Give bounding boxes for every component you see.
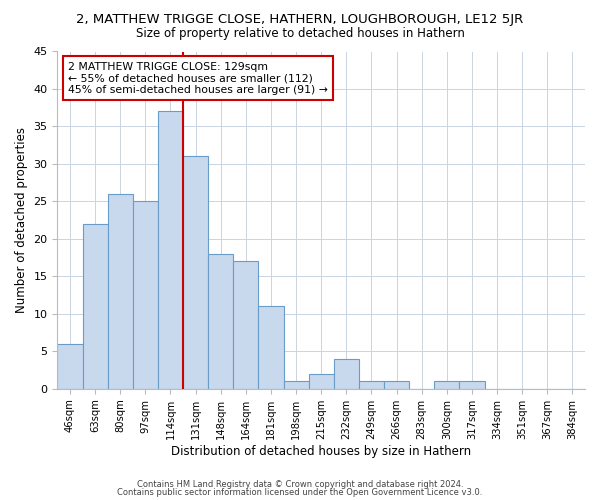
Text: Size of property relative to detached houses in Hathern: Size of property relative to detached ho… <box>136 28 464 40</box>
Bar <box>259 306 284 389</box>
Y-axis label: Number of detached properties: Number of detached properties <box>15 127 28 313</box>
Bar <box>308 374 334 389</box>
Bar <box>133 202 158 389</box>
Bar <box>208 254 233 389</box>
X-axis label: Distribution of detached houses by size in Hathern: Distribution of detached houses by size … <box>171 444 471 458</box>
Bar <box>334 359 359 389</box>
Bar <box>183 156 208 389</box>
Bar <box>384 382 409 389</box>
Text: Contains public sector information licensed under the Open Government Licence v3: Contains public sector information licen… <box>118 488 482 497</box>
Bar <box>284 382 308 389</box>
Text: 2 MATTHEW TRIGGE CLOSE: 129sqm
← 55% of detached houses are smaller (112)
45% of: 2 MATTHEW TRIGGE CLOSE: 129sqm ← 55% of … <box>68 62 328 95</box>
Text: 2, MATTHEW TRIGGE CLOSE, HATHERN, LOUGHBOROUGH, LE12 5JR: 2, MATTHEW TRIGGE CLOSE, HATHERN, LOUGHB… <box>76 12 524 26</box>
Bar <box>434 382 460 389</box>
Bar <box>158 112 183 389</box>
Bar <box>233 262 259 389</box>
Bar <box>107 194 133 389</box>
Bar <box>58 344 83 389</box>
Bar <box>460 382 485 389</box>
Bar <box>83 224 107 389</box>
Text: Contains HM Land Registry data © Crown copyright and database right 2024.: Contains HM Land Registry data © Crown c… <box>137 480 463 489</box>
Bar <box>359 382 384 389</box>
